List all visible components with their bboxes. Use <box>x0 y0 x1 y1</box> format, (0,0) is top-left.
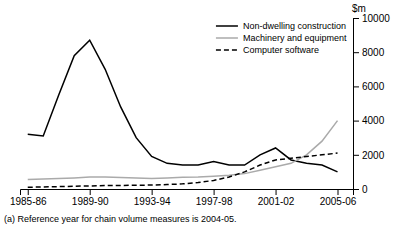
chart: 1985-86 1989-90 1993-94 1997-98 2001-02 2005-… <box>0 0 397 227</box>
x-tick-mark <box>90 189 91 195</box>
x-tick-mark <box>214 189 215 195</box>
y-tick-label: 6000 <box>362 81 385 92</box>
y-axis: 0 2000 4000 6000 8000 10000 <box>353 13 390 195</box>
legend: Non-dwelling construction Machinery and e… <box>216 21 347 55</box>
y-tick-mark <box>353 121 359 122</box>
lines <box>28 40 338 187</box>
y-axis-line <box>354 19 360 190</box>
y-tick-label: 10000 <box>362 13 390 24</box>
legend-swatch <box>216 49 238 51</box>
y-axis-label: $m <box>352 3 366 14</box>
series-line <box>28 121 338 180</box>
x-tick-mark <box>338 189 339 195</box>
series-line <box>28 153 338 187</box>
plot: 1985-86 1989-90 1993-94 1997-98 2001-02 2005-… <box>10 3 390 207</box>
x-tick-label: 2005-06 <box>320 196 357 207</box>
y-tick: 6000 <box>353 81 385 92</box>
x-tick: 1993-94 <box>134 189 171 207</box>
x-tick-label: 2001-02 <box>258 196 295 207</box>
y-tick: 2000 <box>353 150 385 161</box>
y-tick: 10000 <box>353 13 390 24</box>
legend-label: Computer software <box>243 45 319 55</box>
footnote: (a) Reference year for chain volume meas… <box>4 214 237 224</box>
legend-swatch <box>216 37 238 39</box>
y-tick-label: 2000 <box>362 150 385 161</box>
y-tick: 0 <box>353 184 368 195</box>
x-tick: 1989-90 <box>72 189 109 207</box>
x-tick-label: 1997-98 <box>196 196 233 207</box>
y-tick: 8000 <box>353 47 385 58</box>
y-tick-label: 0 <box>362 184 368 195</box>
y-tick-mark <box>353 86 359 87</box>
series-line <box>28 40 338 172</box>
y-tick-label: 4000 <box>362 115 385 126</box>
legend-label: Machinery and equipment <box>243 33 347 43</box>
x-tick-mark <box>152 189 153 195</box>
x-axis: 1985-86 1989-90 1993-94 1997-98 2001-02 2005-… <box>10 189 357 207</box>
y-tick: 4000 <box>353 115 385 126</box>
legend-item: Non-dwelling construction <box>216 21 346 31</box>
x-tick: 1985-86 <box>10 189 47 207</box>
x-tick-label: 1989-90 <box>72 196 109 207</box>
x-tick-mark <box>276 189 277 195</box>
x-tick-label: 1985-86 <box>10 196 47 207</box>
x-axis-line <box>21 190 354 196</box>
x-tick-mark <box>28 189 29 195</box>
y-tick-mark <box>353 18 359 19</box>
y-tick-label: 8000 <box>362 47 385 58</box>
x-tick: 2001-02 <box>258 189 295 207</box>
y-tick-mark <box>353 189 359 190</box>
legend-swatch <box>216 25 238 27</box>
y-tick-mark <box>353 52 359 53</box>
legend-label: Non-dwelling construction <box>243 21 346 31</box>
legend-item: Computer software <box>216 45 319 55</box>
x-tick-label: 1993-94 <box>134 196 171 207</box>
y-tick-mark <box>353 155 359 156</box>
legend-item: Machinery and equipment <box>216 33 347 43</box>
x-tick: 2005-06 <box>320 189 357 207</box>
x-tick: 1997-98 <box>196 189 233 207</box>
